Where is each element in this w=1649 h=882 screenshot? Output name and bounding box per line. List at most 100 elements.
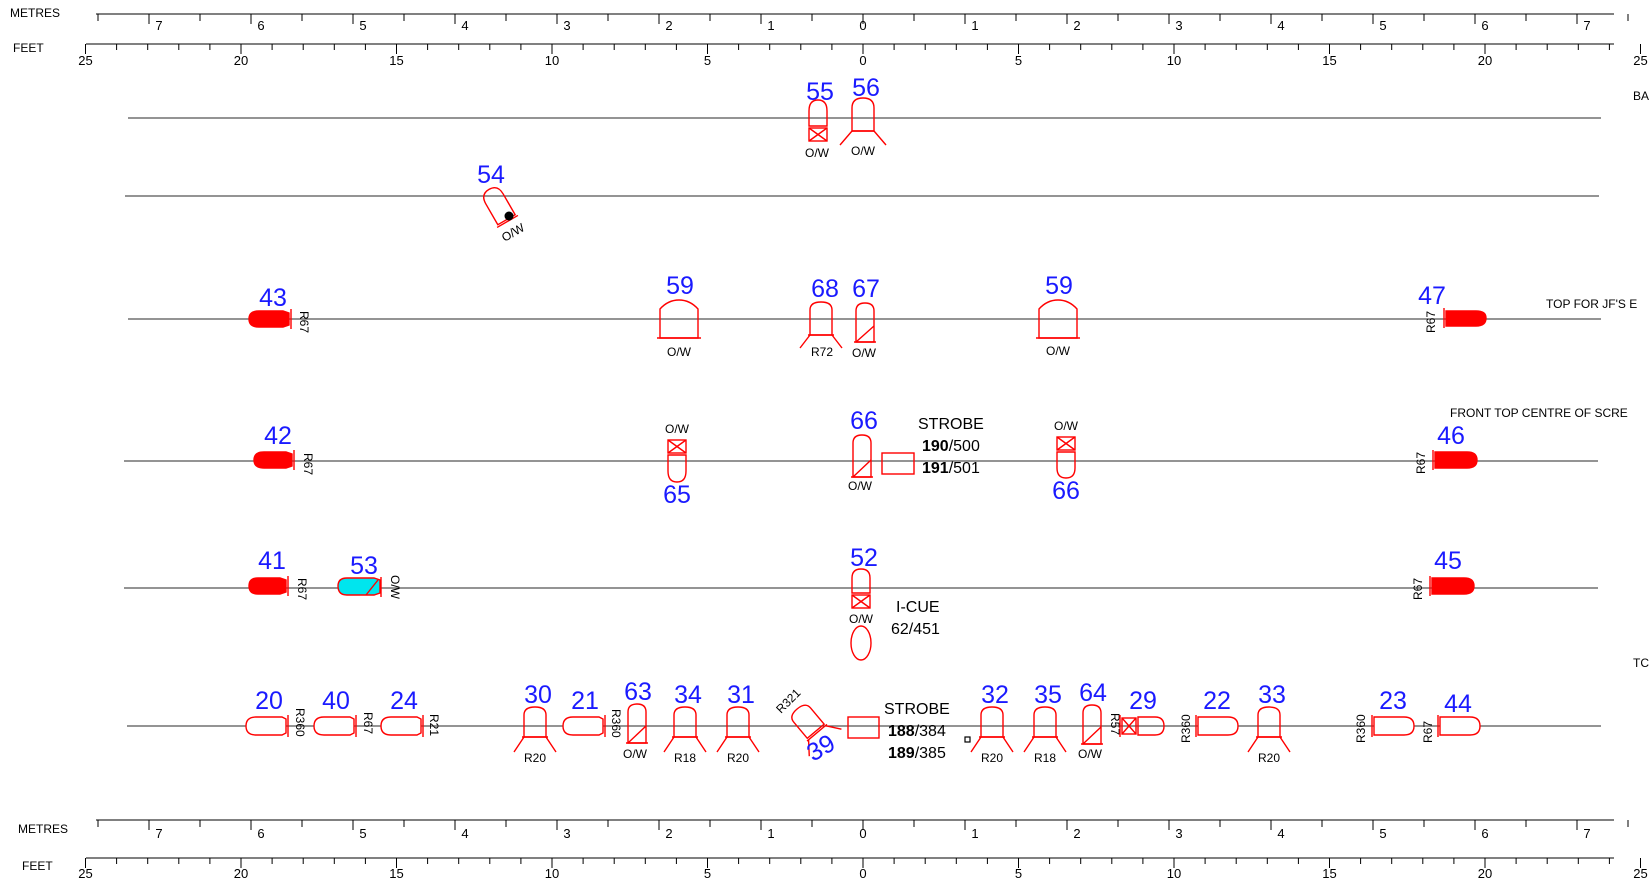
strobe-body [847, 716, 880, 739]
metre-tick-label: 5 [1379, 18, 1386, 33]
fixture-number: 30 [524, 681, 552, 709]
fixture-68[interactable]: 68 R72 [799, 275, 843, 359]
fixture-41[interactable]: 41 R67 [248, 547, 309, 600]
fixture-number: 64 [1079, 679, 1107, 707]
yoke-leg [695, 736, 707, 753]
fixture-66-centre[interactable]: 66 O/W [848, 407, 878, 493]
spot-body [852, 434, 872, 478]
fixture-33[interactable]: 33 R20 [1247, 681, 1291, 765]
fresnel-body [659, 299, 699, 339]
strobe-device-2[interactable]: STROBE 188/384 189/385 [847, 701, 971, 762]
feet-tick-label: 5 [704, 53, 711, 68]
fixture-55[interactable]: 55 O/W [805, 78, 834, 160]
fixture-65[interactable]: O/W 65 [663, 422, 691, 509]
fixture-number: 42 [264, 422, 292, 450]
icue-title: I-CUE [896, 599, 940, 616]
fixture-24[interactable]: 24 R21 [380, 687, 441, 737]
fixture-46[interactable]: 46 R67 [1414, 422, 1478, 474]
fixture-64[interactable]: 64 O/W [1078, 679, 1107, 761]
bar-1: BA [128, 89, 1649, 119]
fixture-23[interactable]: R360 23 [1354, 687, 1415, 743]
icue-mirror [850, 625, 872, 661]
bar-label: TC [1633, 656, 1649, 670]
fixture-21[interactable]: 21 R360 [562, 687, 623, 738]
fixture-29[interactable]: R57 29 [1108, 687, 1165, 737]
yoke-leg [970, 736, 982, 753]
fixture-45[interactable]: 45 R67 [1411, 547, 1475, 600]
metre-tick-label: 4 [1277, 826, 1284, 841]
strobe-title: STROBE [884, 701, 950, 718]
colour-note: O/W [667, 345, 692, 359]
colour-note: R20 [1258, 751, 1280, 765]
fixture-56[interactable]: 56 O/W [839, 74, 887, 158]
fixture-30[interactable]: 30 R20 [513, 681, 557, 765]
metre-tick-label: 0 [859, 18, 866, 33]
fixture-59-right[interactable]: 59 O/W [1036, 272, 1080, 358]
profile-body [809, 301, 833, 336]
fixture-42[interactable]: 42 R67 [253, 422, 315, 475]
fixture-63[interactable]: 63 O/W [623, 678, 652, 761]
yoke-leg [716, 736, 728, 753]
shutter-line [365, 579, 379, 596]
colour-note: O/W [665, 422, 690, 436]
colour-note: O/W [1046, 344, 1071, 358]
metre-tick-label: 3 [1175, 18, 1182, 33]
fixture-54[interactable]: 54 O/W [477, 161, 527, 245]
bar-4: FRONT TOP CENTRE OF SCRE [124, 406, 1628, 462]
cross-line [1056, 436, 1076, 451]
metre-tick-label: 7 [155, 826, 162, 841]
fixture-44[interactable]: R67 44 [1421, 690, 1481, 743]
colour-note: R67 [1421, 721, 1435, 743]
metre-tick-label: 0 [859, 826, 866, 841]
fixture-22[interactable]: R360 22 [1179, 687, 1239, 743]
spot-body [667, 454, 687, 483]
colour-note: R67 [297, 311, 311, 333]
fixture-number: 63 [624, 678, 652, 706]
bar-label: TOP FOR JF'S E [1546, 297, 1637, 311]
fixture-number: 52 [850, 544, 878, 572]
icue-device[interactable]: I-CUE 62/451 [850, 599, 940, 661]
fixture-66-right[interactable]: O/W 66 [1052, 419, 1080, 505]
fixture-43[interactable]: 43 R67 [248, 284, 311, 333]
strobe-chan: 189 [888, 745, 915, 762]
yoke-leg [748, 736, 760, 753]
icue-channel: 62/451 [891, 621, 940, 638]
colour-note: R67 [295, 578, 309, 600]
colour-note: R360 [1354, 714, 1368, 743]
fixture-34[interactable]: 34 R18 [663, 681, 707, 765]
fixture-20[interactable]: 20 R360 [245, 687, 307, 737]
shutter-line [852, 459, 872, 478]
par-body-filled [1445, 310, 1487, 327]
feet-tick-label: 25 [78, 866, 92, 881]
colour-note: R360 [293, 708, 307, 737]
fixture-number: 54 [477, 161, 505, 189]
fixture-40[interactable]: 40 R67 [313, 687, 375, 737]
feet-tick-label: 10 [545, 53, 559, 68]
fixture-67[interactable]: 67 O/W [852, 275, 880, 360]
fixture-52[interactable]: 52 O/W [849, 544, 878, 626]
par-body-filled [248, 310, 290, 328]
cross-line [851, 594, 871, 609]
shutter-line [1082, 726, 1102, 745]
cross-box [1121, 717, 1137, 735]
fixture-53[interactable]: 53 O/W [337, 552, 402, 600]
fixture-47[interactable]: 47 R67 [1418, 282, 1487, 333]
fixture-number: 20 [255, 687, 283, 715]
strobe-chan: 191 [922, 460, 949, 477]
fixture-number: 22 [1203, 687, 1231, 715]
metre-tick-label: 4 [461, 826, 468, 841]
fixture-number: 66 [850, 407, 878, 435]
fixture-32[interactable]: 32 R20 [970, 681, 1014, 765]
feet-tick-label: 0 [859, 866, 866, 881]
bar-3: TOP FOR JF'S E [128, 297, 1637, 320]
metre-tick-label: 5 [359, 18, 366, 33]
fixture-number: 59 [666, 272, 694, 300]
fixture-number: 39 [802, 729, 840, 767]
metre-tick-label: 5 [1379, 826, 1386, 841]
fixture-35[interactable]: 35 R18 [1023, 681, 1067, 765]
shutter-line [855, 325, 875, 343]
fixture-59-left[interactable]: 59 O/W [657, 272, 701, 359]
strobe-device-1[interactable]: STROBE 190/500 191/501 [881, 416, 984, 477]
par-body-filled [253, 451, 293, 469]
fixture-31[interactable]: 31 R20 [716, 681, 760, 765]
